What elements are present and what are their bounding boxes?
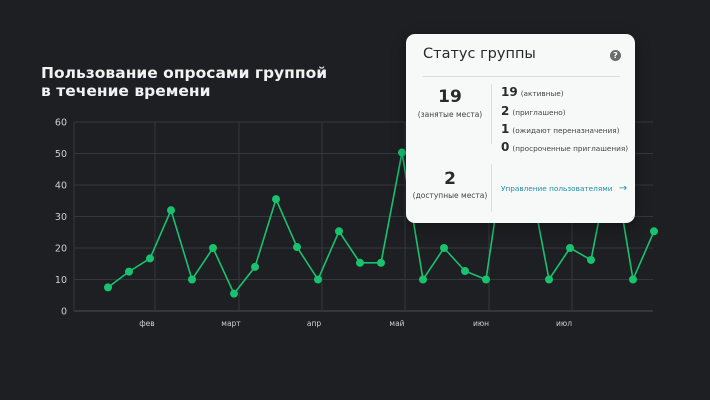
svg-text:10: 10 — [55, 275, 67, 286]
available-seats-label: (доступные места) — [412, 191, 488, 200]
svg-text:20: 20 — [55, 244, 67, 255]
svg-text:март: март — [221, 319, 241, 328]
series-points — [104, 133, 658, 298]
svg-text:фев: фев — [139, 319, 154, 328]
divider — [423, 76, 620, 77]
divider — [491, 84, 492, 144]
divider — [491, 164, 492, 212]
svg-text:40: 40 — [55, 181, 67, 192]
status-pending-reassign: 1 (ожидают переназначения) — [501, 122, 620, 136]
svg-text:май: май — [389, 319, 404, 328]
card-title: Статус группы — [423, 46, 536, 62]
y-axis-labels: 0 10 20 30 40 50 60 — [55, 118, 67, 318]
x-axis-labels: фев март апр май июн июл — [139, 319, 572, 328]
available-seats-value: 2 — [444, 169, 456, 189]
status-active: 19 (активные) — [501, 85, 564, 99]
status-invited: 2 (приглашено) — [501, 104, 566, 118]
chart-title: Пользование опросами группой в течение в… — [41, 64, 328, 100]
svg-text:июн: июн — [473, 319, 489, 328]
svg-text:50: 50 — [55, 149, 67, 160]
group-status-card: Статус группы ? 19 (занятые места) 2 (до… — [406, 34, 635, 223]
arrow-right-icon: → — [618, 183, 628, 194]
manage-users-link[interactable]: Управление пользователями → — [501, 183, 628, 194]
occupied-seats-value: 19 — [438, 87, 462, 107]
svg-text:0: 0 — [61, 307, 67, 318]
svg-text:60: 60 — [55, 118, 67, 129]
occupied-seats-label: (занятые места) — [417, 110, 483, 119]
svg-text:апр: апр — [307, 319, 321, 328]
status-expired: 0 (просроченные приглашения) — [501, 140, 629, 154]
svg-text:июл: июл — [556, 319, 572, 328]
help-icon[interactable]: ? — [610, 50, 621, 61]
svg-text:30: 30 — [55, 212, 67, 223]
